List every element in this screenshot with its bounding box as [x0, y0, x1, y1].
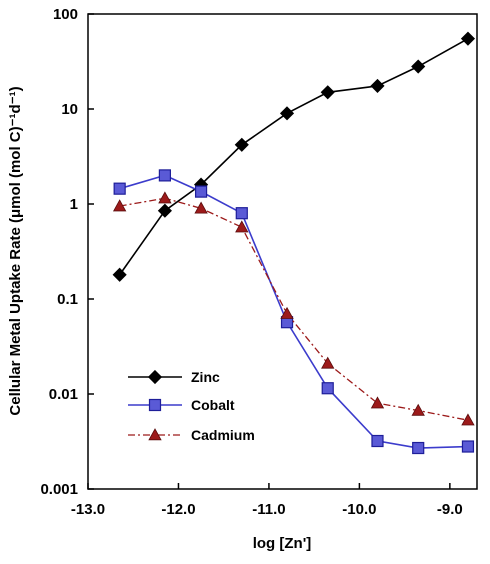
zinc-point — [460, 31, 476, 46]
x-tick-label: -10.0 — [342, 501, 376, 518]
y-axis-title: Cellular Metal Uptake Rate (μmol (mol C)… — [7, 86, 24, 415]
cobalt-line — [119, 174, 468, 449]
y-tick-label: 1 — [70, 196, 78, 213]
cobalt-point — [235, 207, 248, 220]
x-axis-title: log [Zn'] — [253, 535, 312, 552]
zinc-point — [234, 137, 249, 152]
cobalt-point — [461, 440, 475, 453]
zinc-point — [157, 203, 172, 218]
cadmium-point — [411, 403, 425, 416]
legend: Zinc Cobalt Cadmium — [128, 369, 255, 443]
zinc-point — [370, 78, 385, 93]
zinc-line — [119, 37, 469, 276]
legend-item-zinc: Zinc — [128, 369, 220, 385]
zinc-point — [320, 85, 335, 100]
x-axis-ticks: -13.0 -12.0 -11.0 -10.0 -9.0 — [71, 483, 463, 518]
cobalt-point — [371, 434, 384, 448]
legend-marker — [148, 428, 162, 441]
legend-item-cobalt: Cobalt — [128, 397, 235, 413]
cadmium-point — [112, 199, 127, 212]
y-tick-label: 0.001 — [40, 481, 78, 498]
zinc-point — [112, 267, 127, 282]
cadmium-point — [280, 306, 294, 319]
legend-label: Cobalt — [191, 397, 235, 413]
series-zinc — [112, 31, 476, 282]
legend-marker — [148, 398, 162, 412]
cadmium-point — [235, 220, 249, 233]
cobalt-point — [412, 441, 425, 455]
legend-item-cadmium: Cadmium — [128, 427, 255, 443]
zinc-point — [279, 106, 295, 121]
y-tick-label: 0.1 — [57, 291, 78, 308]
y-tick-label: 100 — [53, 6, 78, 23]
series-cobalt — [113, 169, 475, 455]
cobalt-point — [321, 382, 334, 395]
cobalt-point — [158, 169, 171, 182]
cobalt-point — [113, 182, 126, 195]
x-tick-label: -11.0 — [252, 501, 285, 518]
cadmium-point — [158, 191, 172, 204]
cadmium-point — [370, 396, 385, 409]
x-tick-label: -9.0 — [437, 501, 463, 518]
cadmium-line — [119, 197, 469, 421]
cadmium-point — [321, 356, 335, 369]
y-tick-label: 10 — [61, 101, 78, 118]
zinc-point — [411, 59, 426, 74]
x-tick-label: -12.0 — [161, 501, 195, 518]
series-cadmium — [112, 191, 475, 426]
legend-marker — [147, 369, 163, 385]
legend-label: Cadmium — [191, 427, 255, 443]
cobalt-point — [194, 185, 208, 198]
y-tick-label: 0.01 — [49, 386, 78, 403]
legend-label: Zinc — [191, 369, 220, 385]
cadmium-point — [461, 413, 475, 426]
series-layer — [112, 31, 476, 455]
y-axis-ticks: 0.001 0.01 0.1 1 10 100 — [40, 6, 94, 498]
cadmium-point — [194, 201, 208, 214]
x-tick-label: -13.0 — [71, 501, 105, 518]
plot-frame — [87, 13, 478, 490]
